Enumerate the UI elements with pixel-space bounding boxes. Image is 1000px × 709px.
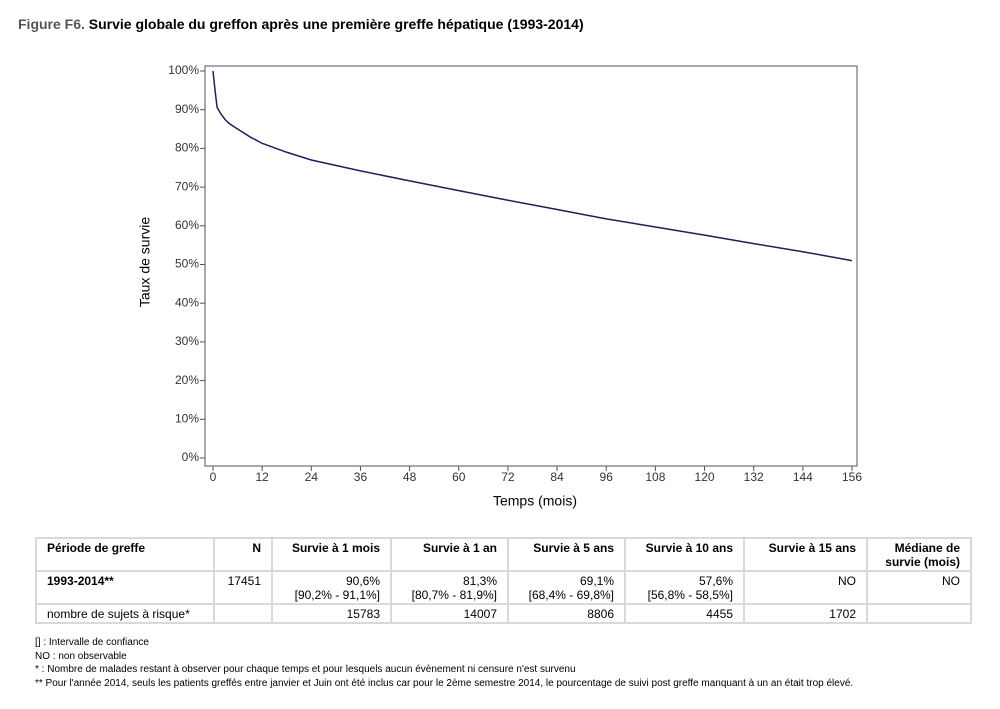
y-tick-label: 20% [175, 373, 199, 387]
plot-frame [204, 65, 858, 467]
x-tick-label: 24 [305, 470, 319, 484]
survival: 57,6% [698, 574, 733, 588]
x-axis-label: Temps (mois) [493, 493, 577, 509]
at-risk-label: nombre de sujets à risque* [35, 603, 215, 624]
figure-title: Figure F6. Survie globale du greffon apr… [18, 16, 584, 32]
x-tick-label: 144 [793, 470, 813, 484]
survival: 69,1% [579, 574, 614, 588]
x-tick-label: 60 [452, 470, 466, 484]
y-tick-label: 50% [175, 257, 199, 271]
at-risk-count: 1702 [743, 603, 868, 624]
y-tick-label: 100% [168, 63, 199, 77]
ci: [80,7% - 81,9%] [411, 588, 497, 602]
survival-cell: 69,1% [68,4% - 69,8%] [507, 570, 626, 605]
y-tick-label: 30% [175, 334, 199, 348]
survival: 90,6% [345, 574, 380, 588]
x-tick-label: 108 [645, 470, 665, 484]
y-axis-label: Taux de survie [137, 217, 153, 307]
ci: [68,4% - 69,8%] [528, 588, 614, 602]
x-tick-label: 12 [255, 470, 269, 484]
y-tick-label: 10% [175, 411, 199, 425]
table-header: Survie à 1 an [390, 537, 509, 572]
table-header: Survie à 5 ans [507, 537, 626, 572]
survival: NO [838, 574, 856, 588]
figure-label: Figure F6. [18, 16, 85, 32]
period: 1993-2014** [35, 570, 215, 605]
at-risk-count: 4455 [624, 603, 745, 624]
notes: [] : Intervalle de confiance NO : non ob… [35, 636, 853, 690]
note: ** Pour l'année 2014, seuls les patients… [35, 677, 854, 689]
at-risk-count: 15783 [271, 603, 392, 624]
at-risk-count: 14007 [390, 603, 509, 624]
survival-table: Période de greffe N Survie à 1 mois Surv… [35, 537, 972, 624]
note: NO : non observable [35, 650, 127, 662]
survival-cell: 81,3% [80,7% - 81,9%] [390, 570, 509, 605]
x-tick-label: 96 [600, 470, 614, 484]
table-header: Survie à 10 ans [624, 537, 745, 572]
note: * : Nombre de malades restant à observer… [35, 664, 576, 675]
x-tick-label: 84 [550, 470, 564, 484]
x-tick-label: 36 [354, 470, 368, 484]
at-risk-count: 8806 [507, 603, 626, 624]
table-header: Période de greffe [35, 537, 215, 572]
table-header: Survie à 1 mois [271, 537, 392, 572]
survival-cell: 90,6% [90,2% - 91,1%] [271, 570, 392, 605]
empty-cell [213, 603, 273, 624]
y-tick-label: 90% [175, 102, 199, 116]
x-tick-label: 156 [842, 470, 862, 484]
x-tick-label: 72 [501, 470, 515, 484]
y-tick-label: 60% [175, 218, 199, 232]
x-tick-label: 48 [403, 470, 417, 484]
y-tick-label: 80% [175, 141, 199, 155]
n: 17451 [213, 570, 273, 605]
survival-curve [212, 70, 853, 262]
survival-cell: 57,6% [56,8% - 58,5%] [624, 570, 745, 605]
median: NO [866, 570, 972, 605]
ci: [56,8% - 58,5%] [647, 588, 733, 602]
x-tick-label: 120 [695, 470, 715, 484]
table-header: Médiane de survie (mois) [866, 537, 972, 572]
table-header: Survie à 15 ans [743, 537, 868, 572]
ci: [90,2% - 91,1%] [294, 588, 380, 602]
note: [] : Intervalle de confiance [35, 637, 149, 648]
survival-cell: NO [743, 570, 868, 605]
x-tick-label: 0 [210, 470, 217, 484]
chart: Temps (mois) Taux de survie 0% 10% 20% 30% 4… [137, 63, 863, 509]
empty-cell [866, 603, 972, 624]
y-tick-label: 40% [175, 295, 199, 309]
chart-title: Survie globale du greffon après une prem… [88, 16, 584, 32]
survival: 81,3% [462, 574, 497, 588]
table-header: N [213, 537, 273, 572]
y-tick-label: 70% [175, 179, 199, 193]
y-tick-label: 0% [182, 450, 200, 464]
x-tick-label: 132 [744, 470, 764, 484]
